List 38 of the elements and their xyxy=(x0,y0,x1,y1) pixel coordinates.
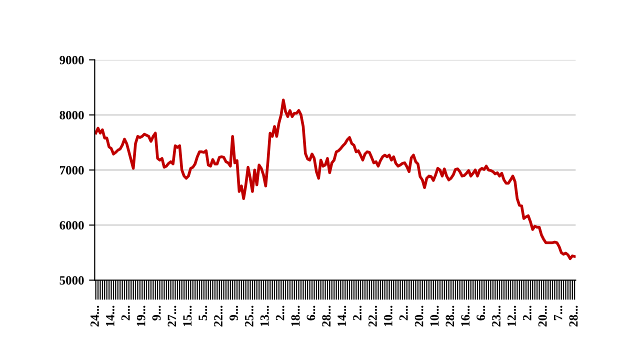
line-series xyxy=(94,98,576,260)
x-tick-label: 22... xyxy=(368,306,377,327)
x-tick-label: 28... xyxy=(446,306,454,327)
x-tick-label: 14... xyxy=(338,306,346,326)
x-tick-label: 20... xyxy=(538,306,547,327)
x-tick-label: 15... xyxy=(183,306,192,326)
x-tick-label: 23... xyxy=(492,306,501,327)
x-tick-label: 9... xyxy=(152,306,161,320)
x-tick-label: 28... xyxy=(322,306,331,327)
x-tick-label: 14... xyxy=(106,306,114,326)
y-tick-label: 5000 xyxy=(60,276,84,285)
x-tick-label: 18... xyxy=(291,306,300,326)
x-tick-label: 2... xyxy=(522,306,532,320)
x-tick-label: 28... xyxy=(569,306,578,327)
x-tick-label: 22... xyxy=(214,306,223,327)
x-tick-label: 10... xyxy=(384,306,392,326)
y-tick-label: 7000 xyxy=(60,166,84,174)
y-tick-label: 6000 xyxy=(60,221,84,230)
x-tick-label: 2... xyxy=(276,306,284,320)
x-tick-label: 25... xyxy=(244,306,254,327)
x-tick-label: 12... xyxy=(508,306,516,326)
x-tick-label: 2... xyxy=(121,306,130,320)
x-tick-label: 7... xyxy=(554,306,562,320)
x-tick-label: 19... xyxy=(136,306,146,326)
x-tick-label: 2... xyxy=(399,306,408,320)
x-tick-label: 20... xyxy=(414,306,424,327)
x-tick-label: 10... xyxy=(430,306,439,326)
x-tick-label: 24... xyxy=(90,306,99,327)
x-tick-label: 27... xyxy=(168,306,176,327)
x-tick-label: 6... xyxy=(306,306,316,320)
x-tick-label: 2... xyxy=(353,306,362,320)
x-tick-label: 9... xyxy=(230,306,238,320)
x-tick-label: 6... xyxy=(476,306,486,320)
y-tick-label: 8000 xyxy=(60,110,84,120)
x-tick-label: 13... xyxy=(260,306,269,326)
x-tick-label: 16... xyxy=(461,306,470,326)
y-tick-label: 9000 xyxy=(60,56,84,64)
x-tick-label: 5... xyxy=(198,306,208,320)
